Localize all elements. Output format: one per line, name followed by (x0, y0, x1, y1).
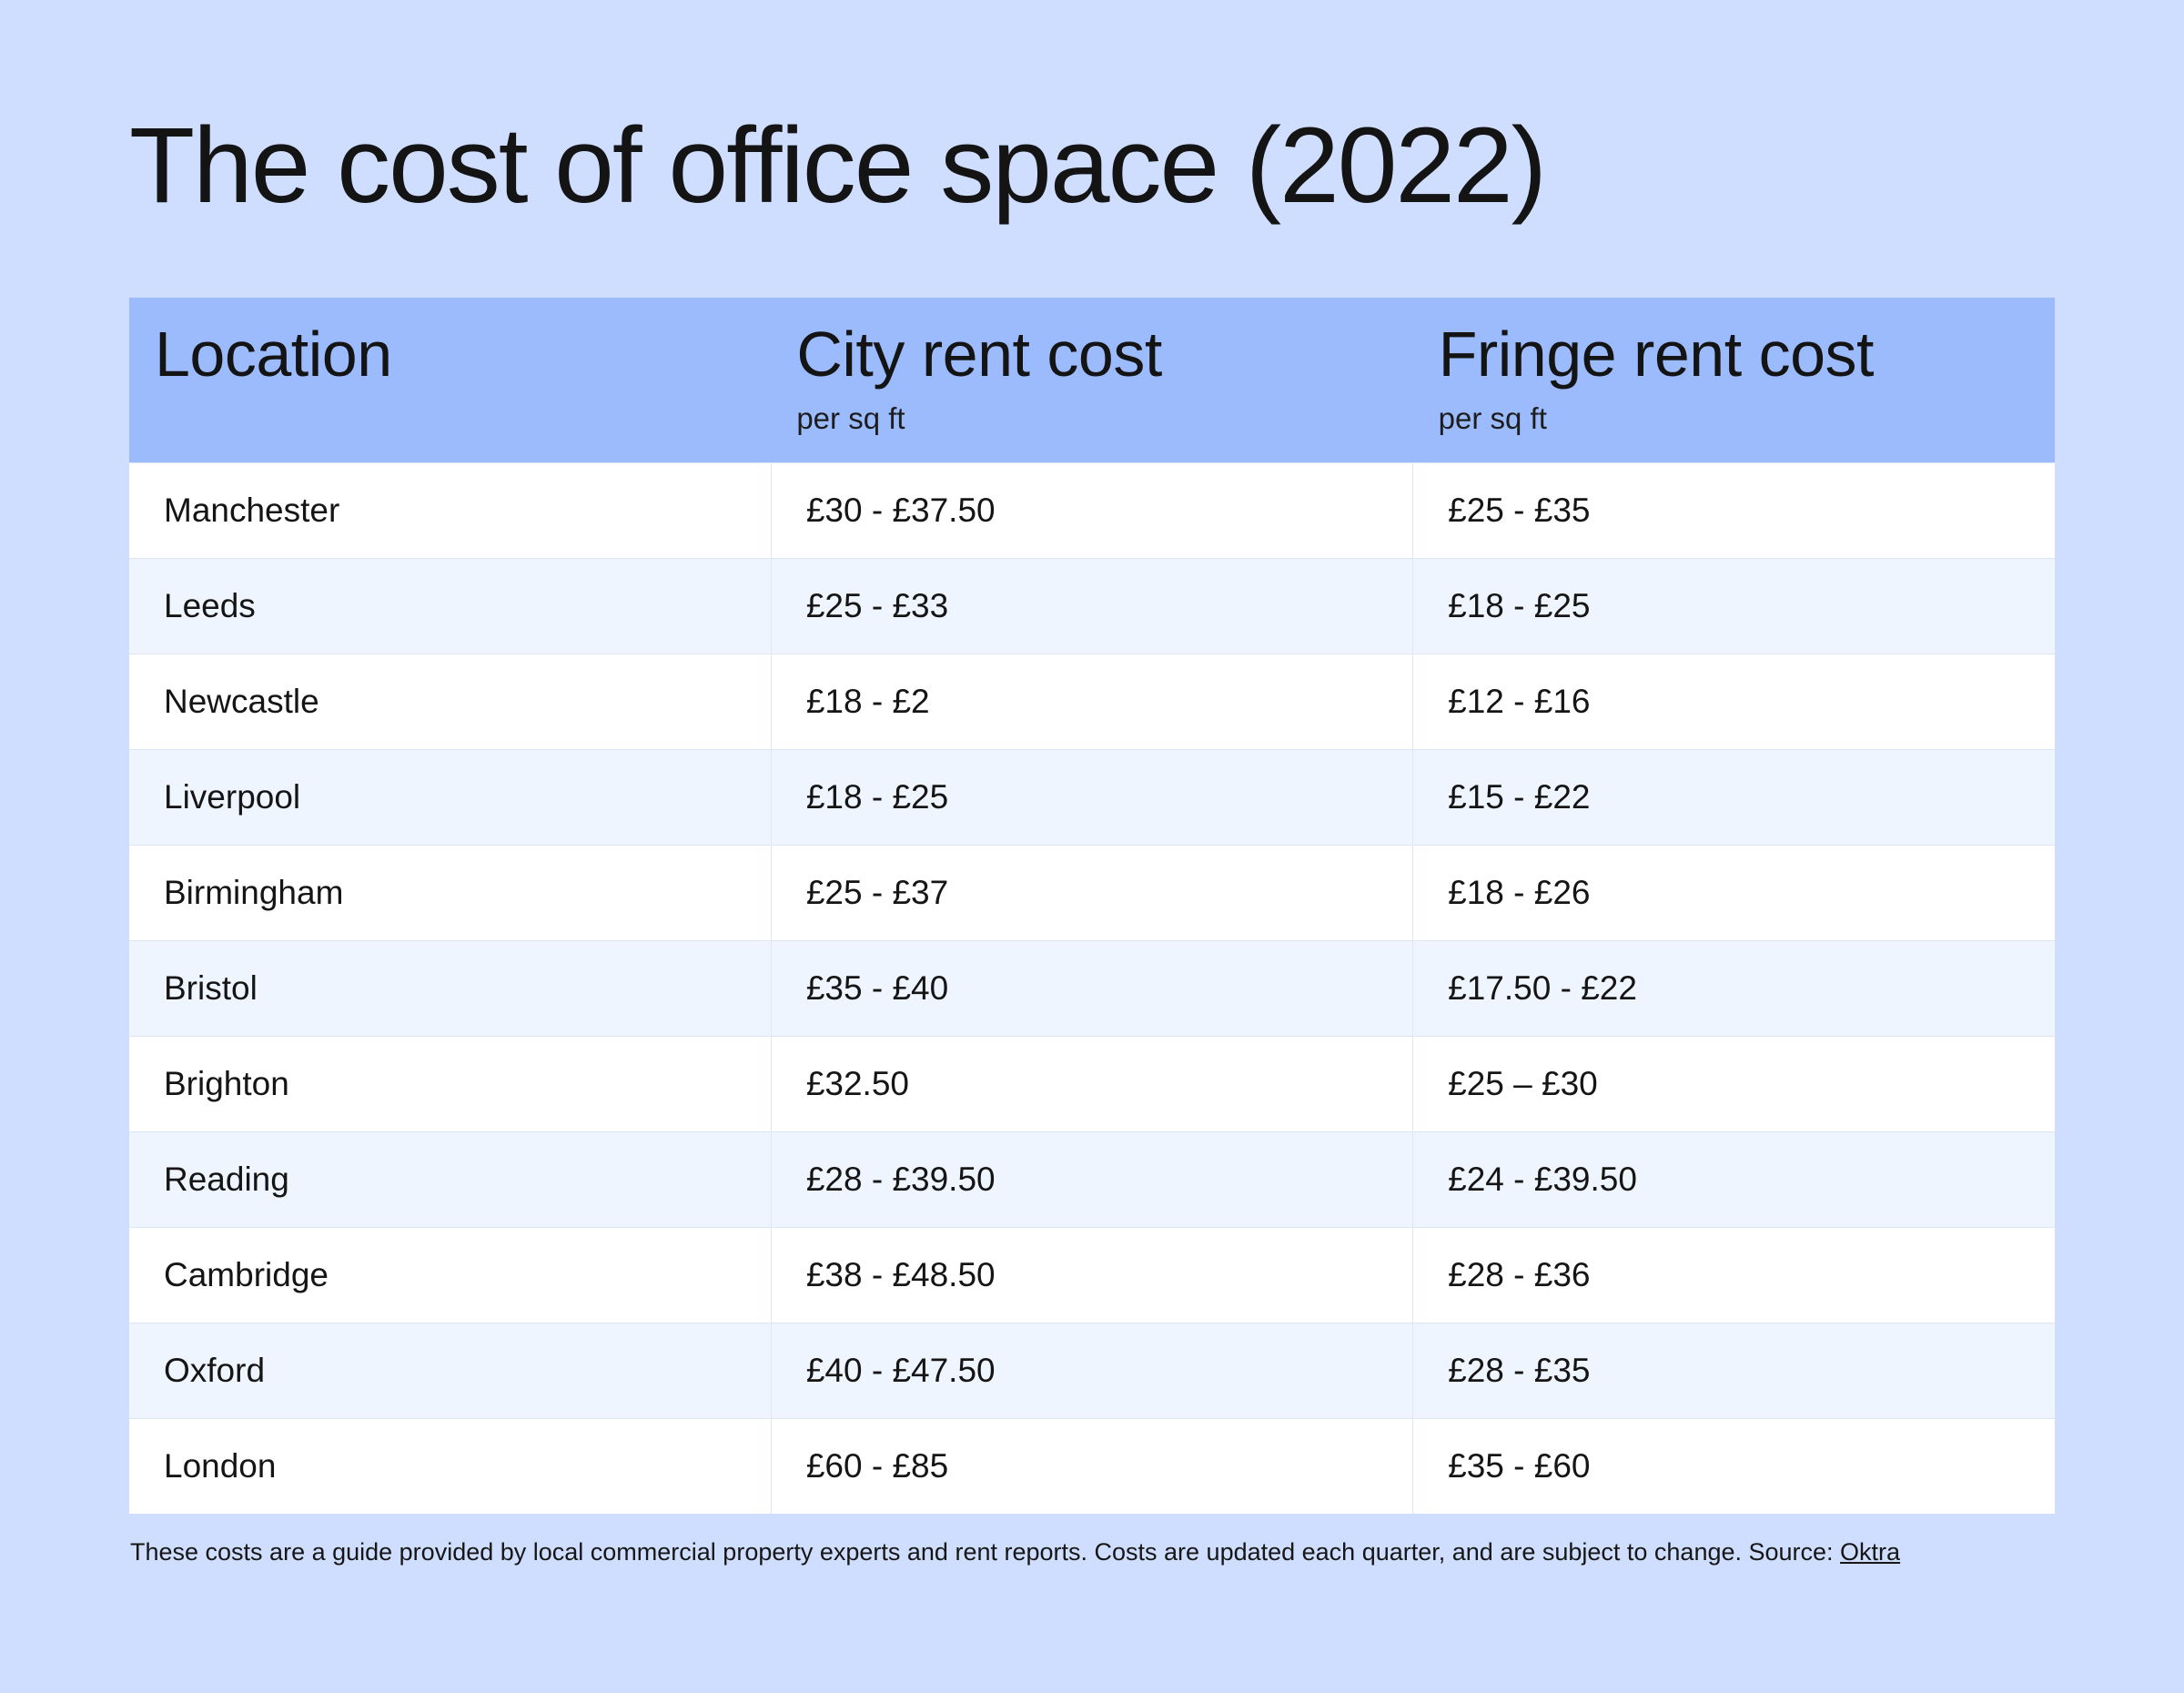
footnote-text: These costs are a guide provided by loca… (130, 1538, 1841, 1566)
table-row: London £60 - £85 £35 - £60 (129, 1417, 2055, 1514)
table-header: Location City rent cost per sq ft Fringe… (129, 298, 2055, 462)
source-link[interactable]: Oktra (1840, 1538, 1901, 1566)
location-cell: Cambridge (129, 1226, 772, 1323)
table-row: Cambridge £38 - £48.50 £28 - £36 (129, 1226, 2055, 1323)
location-cell: Manchester (129, 461, 772, 558)
city-rent-cell: £38 - £48.50 (770, 1226, 1413, 1323)
fringe-rent-cell: £28 - £35 (1412, 1322, 2055, 1418)
location-cell: Bristol (129, 939, 772, 1036)
page-title: The cost of office space (2022) (129, 106, 1547, 226)
location-cell: Leeds (129, 557, 772, 654)
city-rent-cell: £35 - £40 (770, 939, 1413, 1036)
city-rent-cell: £30 - £37.50 (770, 461, 1413, 558)
column-header-label: Location (155, 319, 392, 390)
fringe-rent-cell: £15 - £22 (1412, 748, 2055, 845)
table-row: Oxford £40 - £47.50 £28 - £35 (129, 1322, 2055, 1418)
column-header-location: Location (129, 298, 772, 462)
location-cell: Reading (129, 1130, 772, 1227)
table-row: Leeds £25 - £33 £18 - £25 (129, 557, 2055, 654)
fringe-rent-cell: £25 – £30 (1412, 1035, 2055, 1131)
location-cell: Brighton (129, 1035, 772, 1131)
city-rent-cell: £60 - £85 (770, 1417, 1413, 1514)
fringe-rent-cell: £28 - £36 (1412, 1226, 2055, 1323)
column-header-city-rent: City rent cost per sq ft (771, 298, 1413, 462)
fringe-rent-cell: £24 - £39.50 (1412, 1130, 2055, 1227)
fringe-rent-cell: £17.50 - £22 (1412, 939, 2055, 1036)
table-row: Brighton £32.50 £25 – £30 (129, 1035, 2055, 1131)
table-row: Bristol £35 - £40 £17.50 - £22 (129, 939, 2055, 1036)
table-body: Manchester £30 - £37.50 £25 - £35 Leeds £25 … (129, 461, 2055, 1514)
column-header-label: City rent cost (796, 319, 1162, 390)
city-rent-cell: £25 - £37 (770, 844, 1413, 940)
city-rent-cell: £25 - £33 (770, 557, 1413, 654)
column-header-label: Fringe rent cost (1438, 319, 1875, 390)
rent-table: Location City rent cost per sq ft Fringe… (129, 298, 2055, 1514)
table-row: Birmingham £25 - £37 £18 - £26 (129, 844, 2055, 940)
fringe-rent-cell: £25 - £35 (1412, 461, 2055, 558)
fringe-rent-cell: £12 - £16 (1412, 653, 2055, 749)
fringe-rent-cell: £35 - £60 (1412, 1417, 2055, 1514)
table-row: Liverpool £18 - £25 £15 - £22 (129, 748, 2055, 845)
footnote: These costs are a guide provided by loca… (130, 1538, 1900, 1566)
location-cell: Liverpool (129, 748, 772, 845)
city-rent-cell: £18 - £2 (770, 653, 1413, 749)
table-row: Reading £28 - £39.50 £24 - £39.50 (129, 1130, 2055, 1227)
city-rent-cell: £32.50 (770, 1035, 1413, 1131)
column-header-unit: per sq ft (796, 400, 905, 435)
rent-table-container: Location City rent cost per sq ft Fringe… (129, 298, 2055, 1514)
location-cell: Newcastle (129, 653, 772, 749)
city-rent-cell: £18 - £25 (770, 748, 1413, 845)
column-header-fringe-rent: Fringe rent cost per sq ft (1412, 298, 2055, 462)
table-row: Newcastle £18 - £2 £12 - £16 (129, 653, 2055, 749)
header-row: Location City rent cost per sq ft Fringe… (129, 298, 2055, 462)
city-rent-cell: £40 - £47.50 (770, 1322, 1413, 1418)
location-cell: Birmingham (129, 844, 772, 940)
city-rent-cell: £28 - £39.50 (770, 1130, 1413, 1227)
column-header-unit: per sq ft (1438, 400, 1547, 435)
fringe-rent-cell: £18 - £25 (1412, 557, 2055, 654)
location-cell: London (129, 1417, 772, 1514)
location-cell: Oxford (129, 1322, 772, 1418)
table-row: Manchester £30 - £37.50 £25 - £35 (129, 461, 2055, 558)
fringe-rent-cell: £18 - £26 (1412, 844, 2055, 940)
